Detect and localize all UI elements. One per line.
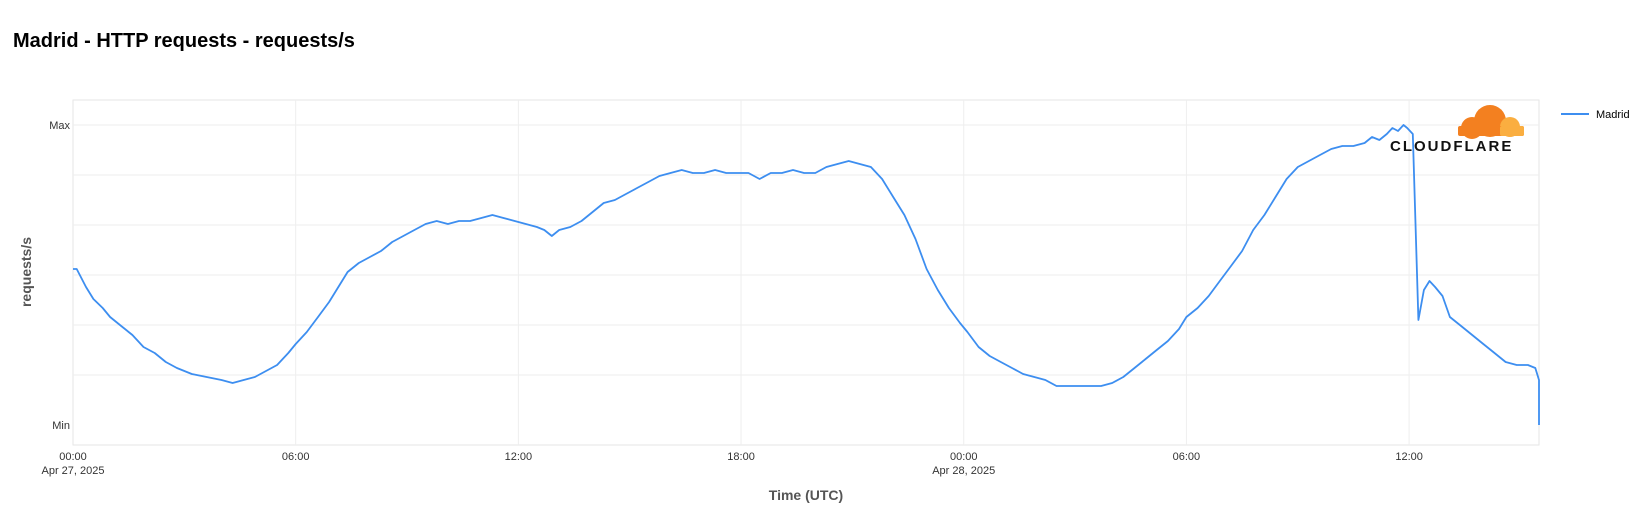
x-tick-label: 18:00 bbox=[727, 451, 755, 463]
series-layer bbox=[73, 124, 1540, 425]
x-tick-label: 06:00 bbox=[282, 451, 310, 463]
y-tick-label: Min bbox=[52, 420, 70, 432]
legend-label-madrid[interactable]: Madrid bbox=[1596, 109, 1630, 121]
x-axis-title: Time (UTC) bbox=[769, 487, 843, 503]
x-tick-sublabel: Apr 28, 2025 bbox=[932, 465, 995, 477]
logo-wordmark: CLOUDFLARE bbox=[1390, 138, 1513, 155]
vertical-grid bbox=[295, 100, 1410, 445]
x-tick-label: 00:00 bbox=[950, 451, 978, 463]
y-axis-title: requests/s bbox=[18, 237, 34, 307]
x-tick-label: 00:00 bbox=[59, 451, 87, 463]
y-axis-ticks: Max Min bbox=[49, 120, 70, 432]
x-tick-label: 12:00 bbox=[1395, 451, 1423, 463]
horizontal-grid bbox=[73, 124, 1539, 376]
cloudflare-logo: CLOUDFLARE bbox=[1390, 105, 1524, 155]
x-tick-label: 12:00 bbox=[505, 451, 533, 463]
x-axis-ticks: 00:00 Apr 27, 2025 06:00 12:00 18:00 00:00 Apr… bbox=[42, 451, 1423, 477]
chart-title: Madrid - HTTP requests - requests/s bbox=[13, 30, 355, 52]
series-line-madrid bbox=[73, 124, 1540, 425]
logo-cloud-base-light bbox=[1500, 126, 1524, 136]
x-tick-label: 06:00 bbox=[1173, 451, 1201, 463]
plot-background bbox=[72, 99, 1540, 446]
x-tick-sublabel: Apr 27, 2025 bbox=[42, 465, 105, 477]
legend: Madrid bbox=[1561, 109, 1630, 121]
y-tick-label: Max bbox=[49, 120, 70, 132]
